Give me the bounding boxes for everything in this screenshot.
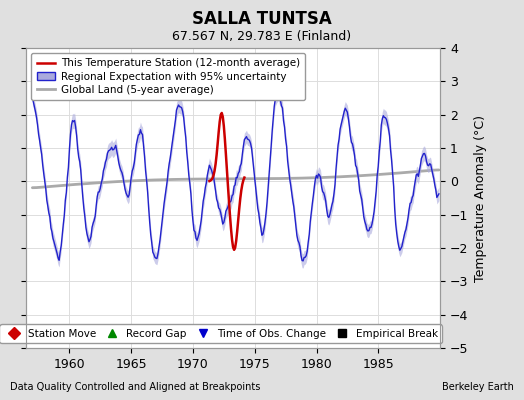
Text: SALLA TUNTSA: SALLA TUNTSA	[192, 10, 332, 28]
Text: Berkeley Earth: Berkeley Earth	[442, 382, 514, 392]
Text: 67.567 N, 29.783 E (Finland): 67.567 N, 29.783 E (Finland)	[172, 30, 352, 43]
Text: Data Quality Controlled and Aligned at Breakpoints: Data Quality Controlled and Aligned at B…	[10, 382, 261, 392]
Y-axis label: Temperature Anomaly (°C): Temperature Anomaly (°C)	[474, 114, 487, 282]
Legend: Station Move, Record Gap, Time of Obs. Change, Empirical Break: Station Move, Record Gap, Time of Obs. C…	[0, 324, 442, 343]
